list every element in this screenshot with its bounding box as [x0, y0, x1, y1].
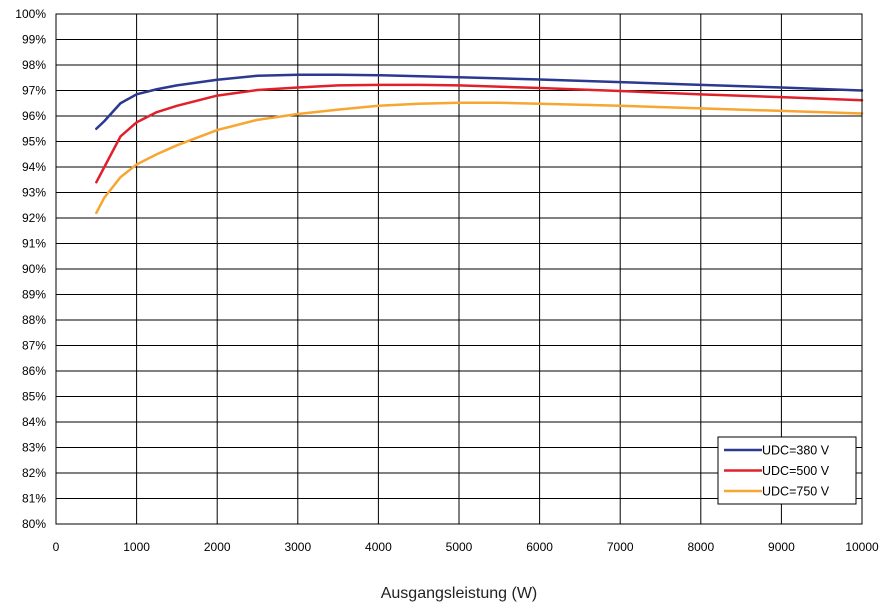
- y-tick-label: 80%: [22, 517, 46, 531]
- x-tick-label: 8000: [687, 540, 714, 554]
- x-tick-label: 3000: [284, 540, 311, 554]
- y-tick-label: 89%: [22, 288, 46, 302]
- y-tick-label: 95%: [22, 135, 46, 149]
- y-tick-label: 85%: [22, 390, 46, 404]
- y-tick-label: 98%: [22, 58, 46, 72]
- y-tick-label: 83%: [22, 441, 46, 455]
- x-tick-label: 6000: [526, 540, 553, 554]
- x-tick-label: 10000: [845, 540, 879, 554]
- y-tick-label: 96%: [22, 109, 46, 123]
- plot-frame: [55, 13, 863, 525]
- y-tick-label: 87%: [22, 339, 46, 353]
- x-tick-label: 5000: [446, 540, 473, 554]
- y-axis-ticks: 80% 81% 82% 83% 84% 85% 86% 87% 88% 89% 90% 91% 92% 9…: [15, 7, 46, 531]
- x-axis-title: Ausgangsleistung (W): [381, 585, 538, 602]
- y-tick-label: 93%: [22, 186, 46, 200]
- y-tick-label: 91%: [22, 237, 46, 251]
- series-line-3: [95, 101, 864, 215]
- x-tick-label: 4000: [365, 540, 392, 554]
- y-tick-label: 97%: [22, 84, 46, 98]
- legend-label: UDC=500 V: [762, 464, 830, 478]
- y-tick-label: 88%: [22, 313, 46, 327]
- y-tick-label: 90%: [22, 262, 46, 276]
- series-lines: [95, 73, 864, 215]
- x-tick-label: 2000: [204, 540, 231, 554]
- legend-label: UDC=750 V: [762, 485, 830, 499]
- y-tick-label: 99%: [22, 33, 46, 47]
- y-tick-label: 82%: [22, 466, 46, 480]
- y-tick-label: 94%: [22, 160, 46, 174]
- x-tick-label: 9000: [768, 540, 795, 554]
- series-line-1: [95, 73, 864, 130]
- x-tick-label: 0: [53, 540, 60, 554]
- x-tick-label: 7000: [607, 540, 634, 554]
- y-tick-label: 100%: [15, 7, 46, 21]
- x-axis-ticks: 0 1000 2000 3000 4000 5000 6000 7000 8000 9000 100…: [53, 540, 879, 554]
- y-tick-label: 84%: [22, 415, 46, 429]
- legend-label: UDC=380 V: [762, 444, 830, 458]
- y-tick-label: 92%: [22, 211, 46, 225]
- x-tick-label: 1000: [123, 540, 150, 554]
- y-tick-label: 81%: [22, 492, 46, 506]
- y-tick-label: 86%: [22, 364, 46, 378]
- grid: [55, 13, 863, 525]
- series-line-2: [95, 83, 864, 184]
- legend: UDC=380 V UDC=500 V UDC=750 V: [717, 436, 857, 505]
